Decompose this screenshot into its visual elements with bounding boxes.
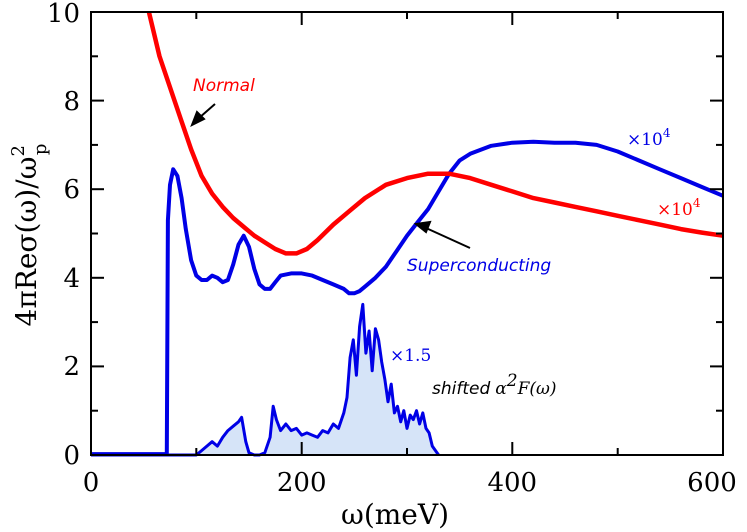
y-tick-label: 4 — [63, 264, 80, 294]
normal-line — [146, 11, 724, 256]
alpha2f-label: shifted α2F(ω) — [432, 371, 557, 399]
y-tick-label: 6 — [63, 175, 80, 205]
y-tick-label: 0 — [63, 441, 80, 471]
y-axis-title: 4πReσ(ω)/ω2p — [8, 144, 51, 327]
superconducting-line — [91, 139, 724, 457]
y-axis-ticks — [91, 11, 723, 456]
y-tick-label: 2 — [63, 352, 80, 382]
alpha2f-label-alpha: α — [495, 379, 507, 399]
x-tick-label: 200 — [277, 468, 327, 498]
y-axis-title-main: 4πReσ(ω)/ω — [10, 157, 43, 327]
alpha2f-label-prefix: shifted — [432, 379, 490, 399]
normal-arrow — [190, 103, 216, 128]
sc-multiplier: ×104 — [627, 126, 671, 150]
y-tick-label: 8 — [63, 87, 80, 117]
normal-label: Normal — [193, 76, 255, 96]
x-axis-ticks — [90, 12, 724, 455]
y-tick-label: 10 — [47, 0, 80, 29]
x-tick-label: 400 — [487, 468, 537, 498]
x-tick-label: 0 — [83, 468, 100, 498]
y-axis-title-sup: 2 — [8, 145, 29, 156]
sc-multiplier-exp: 4 — [663, 126, 671, 140]
superconducting-arrow — [413, 220, 471, 249]
alpha-multiplier: ×1.5 — [390, 346, 431, 366]
sc-multiplier-base: ×10 — [627, 130, 663, 150]
normal-multiplier: ×104 — [657, 196, 701, 220]
superconducting-label: Superconducting — [407, 256, 551, 276]
alpha2f-area — [91, 304, 439, 455]
x-axis-title: ω(meV) — [341, 498, 449, 531]
alpha2f-line — [91, 302, 440, 457]
alpha2f-label-rest: F(ω) — [517, 379, 557, 399]
alpha2f-label-sup: 2 — [506, 371, 518, 391]
x-tick-label: 600 — [687, 468, 737, 498]
y-axis-title-sub: p — [30, 144, 51, 156]
normal-multiplier-base: ×10 — [657, 200, 693, 220]
normal-multiplier-exp: 4 — [693, 196, 701, 210]
